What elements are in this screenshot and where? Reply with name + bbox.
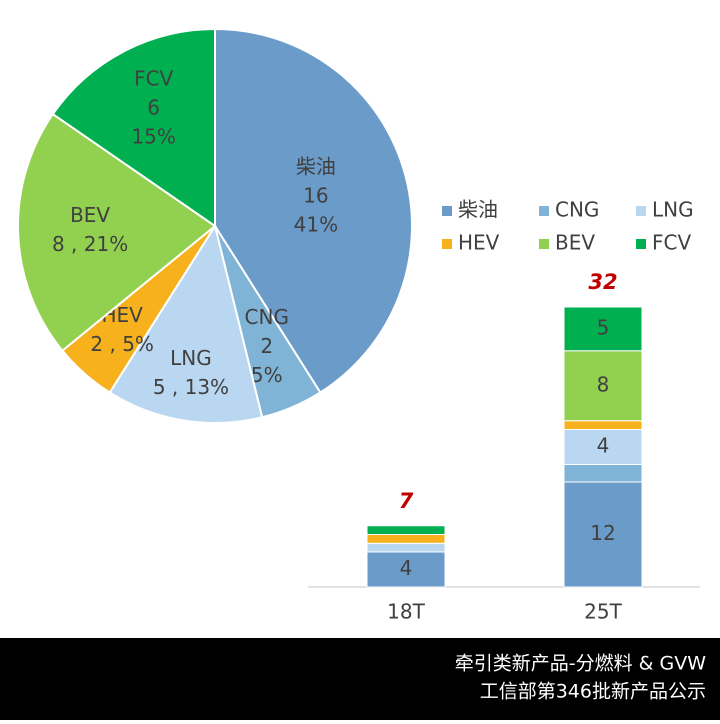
bar-segment	[563, 420, 643, 430]
bar-segment	[563, 306, 643, 352]
pie-slice	[51, 27, 216, 228]
legend-label: 柴油	[458, 198, 498, 222]
x-tick-label: 18T	[387, 600, 425, 624]
bar-segment	[366, 534, 446, 544]
segment-label: 5	[597, 315, 610, 339]
slice-label: 6	[147, 96, 160, 120]
slice-category: LNG	[170, 346, 212, 370]
legend-swatch	[539, 239, 549, 249]
slice-label: 2	[260, 334, 273, 358]
legend-swatch	[539, 206, 549, 216]
segment-label: 4	[597, 434, 610, 458]
legend-label: HEV	[458, 231, 500, 255]
slice-label: 15%	[131, 125, 175, 149]
slice-category: FCV	[134, 67, 173, 91]
slice-label: 8 , 21%	[52, 232, 128, 256]
slice-label: 5%	[251, 363, 283, 387]
bar-segment	[563, 429, 643, 465]
segment-label: 8	[597, 372, 610, 396]
total-label: 32	[588, 270, 617, 294]
segment-label: 12	[590, 521, 615, 545]
slice-category: CNG	[245, 305, 289, 329]
slice-label: 41%	[294, 212, 338, 236]
legend-label: BEV	[555, 231, 595, 255]
footer-line: 牵引类新产品-分燃料 & GVW	[455, 653, 706, 675]
pie-slice	[214, 27, 413, 394]
bar-segment	[563, 350, 643, 422]
legend-swatch	[636, 206, 646, 216]
segment-label: 4	[400, 556, 413, 580]
slice-label: 5 , 13%	[153, 375, 229, 399]
legend-swatch	[442, 206, 452, 216]
legend-label: LNG	[652, 198, 694, 222]
bar-segment	[563, 464, 643, 483]
pie-slice	[108, 223, 264, 424]
slice-label: 2 , 5%	[90, 332, 154, 356]
bar-segment	[563, 481, 643, 588]
slice-category: 柴油	[296, 154, 336, 178]
slice-category: BEV	[70, 203, 110, 227]
slice-label: 16	[303, 183, 328, 207]
bar-segment	[366, 542, 446, 553]
x-tick-label: 25T	[584, 600, 622, 624]
legend-swatch	[636, 239, 646, 249]
total-label: 7	[399, 489, 414, 513]
footer-band	[0, 638, 720, 720]
pie-slice	[17, 112, 217, 352]
legend-swatch	[442, 239, 452, 249]
bar-segment	[366, 525, 446, 535]
footer-line: 工信部第346批新产品公示	[480, 681, 706, 703]
bar-segment	[366, 551, 446, 588]
legend-label: FCV	[652, 231, 691, 255]
legend-label: CNG	[555, 198, 599, 222]
